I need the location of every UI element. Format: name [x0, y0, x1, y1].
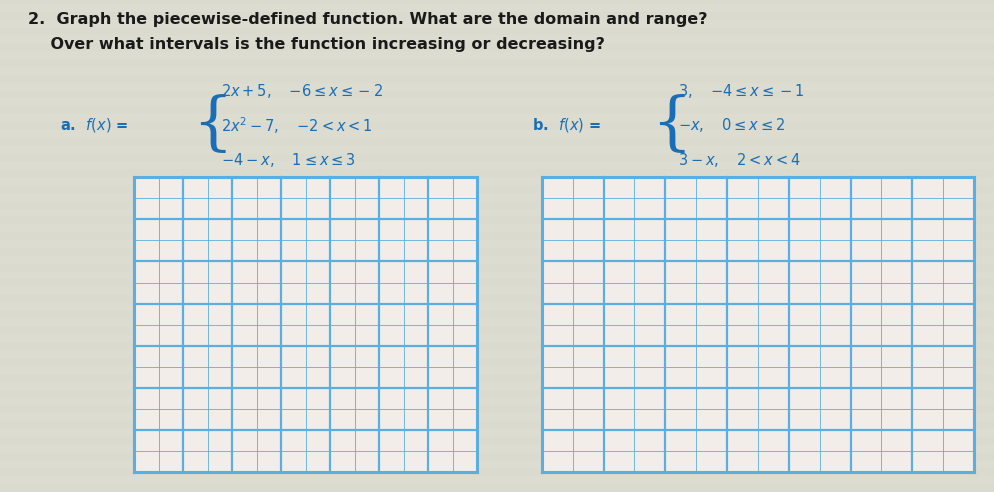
Text: $2x + 5,$   $-6 \leq x \leq -2$: $2x + 5,$ $-6 \leq x \leq -2$ [221, 82, 383, 100]
Bar [0, 43, 994, 51]
Text: Over what intervals is the function increasing or decreasing?: Over what intervals is the function incr… [28, 37, 604, 52]
Bar [0, 264, 994, 272]
Text: $3 - x,$   $2 < x < 4$: $3 - x,$ $2 < x < 4$ [678, 151, 801, 169]
Text: {: { [651, 95, 692, 156]
Bar [0, 91, 994, 98]
Bar [0, 279, 994, 287]
Bar [0, 295, 994, 303]
Bar [0, 216, 994, 224]
Bar [0, 358, 994, 366]
Text: $2x^2 - 7,$   $-2 < x < 1$: $2x^2 - 7,$ $-2 < x < 1$ [221, 115, 373, 136]
Bar [0, 468, 994, 476]
Bar [0, 201, 994, 209]
Bar [0, 437, 994, 445]
Bar [0, 0, 994, 4]
Bar [0, 484, 994, 492]
Text: $-x,$   $0 \leq x \leq 2$: $-x,$ $0 \leq x \leq 2$ [678, 117, 785, 134]
Bar [0, 405, 994, 413]
Bar [0, 232, 994, 240]
Bar [134, 177, 477, 472]
Bar [0, 122, 994, 130]
Bar [0, 28, 994, 35]
Bar [0, 453, 994, 461]
Bar [542, 177, 974, 472]
Bar [0, 248, 994, 256]
Text: $-4 - x,$   $1 \leq x \leq 3$: $-4 - x,$ $1 \leq x \leq 3$ [221, 151, 356, 169]
Text: {: { [192, 95, 233, 156]
Bar [0, 12, 994, 20]
Bar [0, 75, 994, 83]
Bar [0, 311, 994, 319]
Bar [0, 154, 994, 161]
Bar [0, 59, 994, 67]
Bar [0, 342, 994, 350]
Text: $3,$   $-4 \leq x \leq -1$: $3,$ $-4 \leq x \leq -1$ [678, 82, 804, 100]
Bar [0, 390, 994, 398]
Text: a.  $f(x)$ =: a. $f(x)$ = [60, 117, 128, 134]
Bar [0, 138, 994, 146]
Text: b.  $f(x)$ =: b. $f(x)$ = [532, 117, 601, 134]
Bar [0, 106, 994, 114]
Bar [0, 374, 994, 382]
Bar [0, 421, 994, 429]
Bar [0, 185, 994, 193]
Bar [0, 169, 994, 177]
Text: 2.  Graph the piecewise-defined function. What are the domain and range?: 2. Graph the piecewise-defined function.… [28, 12, 708, 27]
Bar [0, 327, 994, 335]
